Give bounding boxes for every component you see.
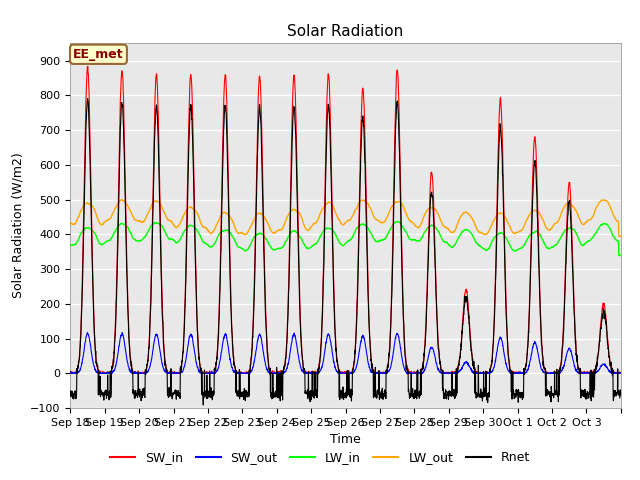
Rnet <box>84 96 92 101</box>
SW_in <box>617 370 625 376</box>
LW_in <box>617 252 625 258</box>
Line: Rnet: Rnet <box>70 98 621 405</box>
LW_out <box>379 219 387 225</box>
Text: EE_met: EE_met <box>73 48 124 61</box>
SW_out <box>67 369 74 375</box>
Rnet <box>617 389 625 395</box>
LW_in <box>379 237 387 243</box>
Legend: SW_in, SW_out, LW_in, LW_out, Rnet: SW_in, SW_out, LW_in, LW_out, Rnet <box>105 446 535 469</box>
SW_in <box>241 371 248 376</box>
LW_out <box>118 197 125 203</box>
LW_in <box>240 247 248 253</box>
LW_in <box>67 243 74 249</box>
LW_in <box>609 233 617 239</box>
LW_in <box>122 223 129 228</box>
Line: LW_out: LW_out <box>70 200 621 237</box>
SW_out <box>70 371 77 376</box>
SW_in <box>67 371 74 376</box>
Rnet <box>200 402 207 408</box>
Rnet <box>379 396 387 402</box>
SW_in <box>543 370 550 375</box>
SW_out <box>512 371 520 376</box>
Rnet <box>543 393 550 398</box>
Line: SW_out: SW_out <box>70 333 621 373</box>
LW_out <box>67 220 74 226</box>
SW_out <box>543 370 550 376</box>
Rnet <box>67 393 74 399</box>
Rnet <box>609 398 617 404</box>
LW_out <box>617 234 625 240</box>
SW_out <box>122 349 130 355</box>
LW_out <box>122 200 129 205</box>
LW_out <box>241 231 248 237</box>
LW_in <box>393 218 401 224</box>
SW_in <box>67 370 74 376</box>
LW_out <box>543 225 550 231</box>
SW_out <box>609 371 617 376</box>
SW_in <box>379 369 387 375</box>
SW_out <box>379 371 387 376</box>
LW_out <box>617 233 625 239</box>
Line: SW_in: SW_in <box>70 67 621 373</box>
LW_in <box>511 248 519 253</box>
LW_in <box>543 245 550 251</box>
SW_in <box>512 371 520 376</box>
Line: LW_in: LW_in <box>70 221 621 255</box>
Title: Solar Radiation: Solar Radiation <box>287 24 404 39</box>
Y-axis label: Solar Radiation (W/m2): Solar Radiation (W/m2) <box>12 153 25 299</box>
Rnet <box>122 217 129 223</box>
SW_in <box>122 208 130 214</box>
SW_out <box>118 330 126 336</box>
LW_out <box>511 230 519 236</box>
Rnet <box>512 394 520 400</box>
SW_out <box>241 371 248 376</box>
SW_in <box>609 370 617 376</box>
LW_out <box>609 211 617 217</box>
LW_in <box>616 252 623 258</box>
SW_out <box>617 370 625 376</box>
X-axis label: Time: Time <box>330 433 361 446</box>
SW_in <box>84 64 92 70</box>
Rnet <box>241 386 248 392</box>
